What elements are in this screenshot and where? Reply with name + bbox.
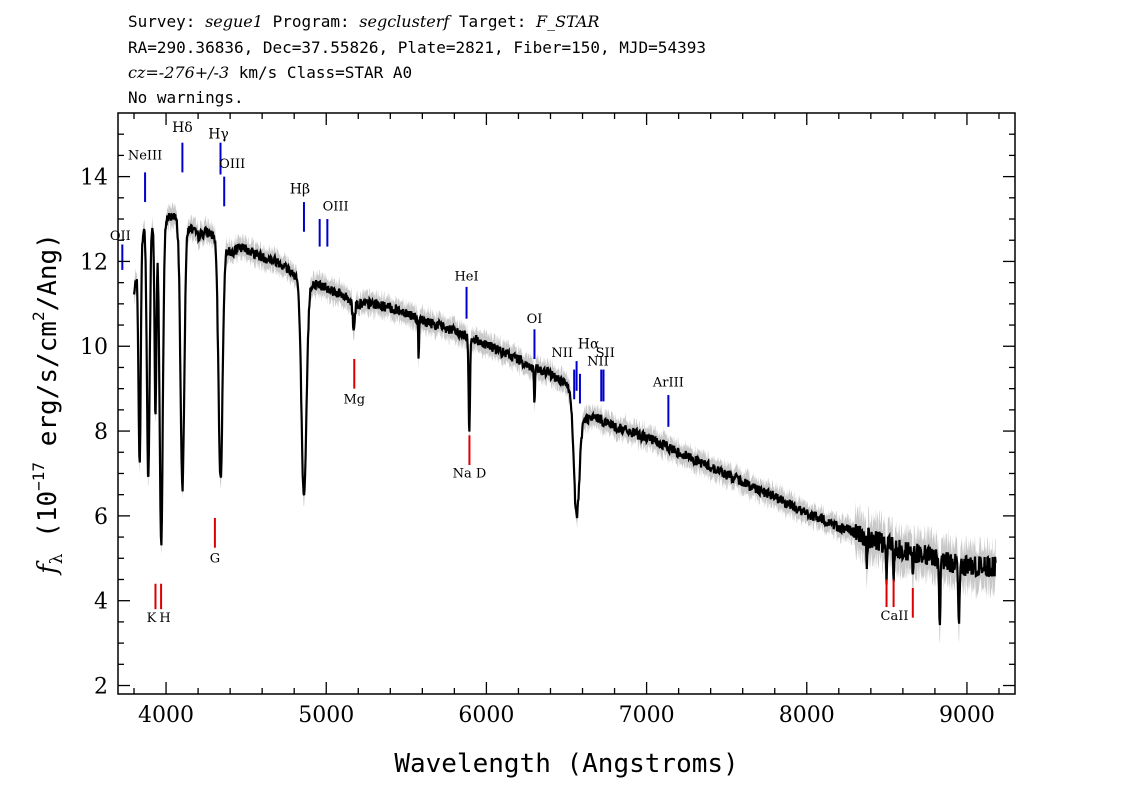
y-tick-label: 10 [80, 335, 108, 360]
plot-frame [117, 112, 1016, 695]
y-tick-label: 2 [94, 675, 108, 700]
spectrum-series [132, 202, 997, 644]
header-line-3: cz=-276+/-3 km/s Class=STAR A0 [128, 63, 412, 82]
absorption-line-label: CaII [881, 609, 909, 624]
emission-line-label: Hγ [208, 126, 229, 142]
absorption-line-label: Mg [343, 393, 365, 408]
y-axis-label: fλ (10−17 erg/s/cm2/Ang) [29, 233, 67, 576]
absorption-line-label: G [210, 552, 220, 567]
emission-line-label: Hβ [290, 182, 310, 198]
emission-line-label: NeIII [128, 149, 162, 164]
emission-line-label: OIII [323, 200, 349, 215]
target-value: F_STAR [536, 12, 600, 31]
survey-label: Survey: [128, 12, 196, 31]
program-value: segclusterf [359, 12, 450, 31]
absorption-line-label: H [159, 611, 170, 626]
y-tick-label: 12 [80, 250, 108, 275]
x-axis-label: Wavelength (Angstroms) [394, 749, 738, 779]
target-label: Target: [458, 12, 527, 31]
emission-line-label: OI [527, 312, 543, 327]
emission-line-label: NII [551, 346, 573, 361]
program-label: Program: [272, 12, 350, 31]
x-tick-label: 8000 [779, 703, 835, 728]
emission-line-label: OIII [219, 157, 245, 172]
class-value: km/s Class=STAR A0 [238, 63, 413, 82]
absorption-line-label: Na D [453, 467, 487, 482]
absorption-line-label: K [147, 611, 157, 626]
y-tick-label: 14 [80, 166, 108, 191]
redshift-value: cz=-276+/-3 [128, 63, 230, 82]
emission-line-label: NII [587, 354, 609, 369]
x-tick-label: 9000 [939, 703, 995, 728]
y-tick-label: 4 [94, 590, 108, 615]
x-tick-label: 7000 [619, 703, 675, 728]
header-line-2: RA=290.36836, Dec=37.55826, Plate=2821, … [128, 38, 706, 57]
survey-value: segue1 [205, 12, 263, 31]
header-line-4: No warnings. [128, 88, 244, 107]
axis-ticks: 4000 5000 6000 7000 8000 9000 2 4 6 8 10 12 14 [80, 113, 1015, 728]
x-tick-label: 5000 [298, 703, 354, 728]
error-band [134, 202, 996, 644]
header-line-1: Survey: segue1 Program: segclusterf Targ… [128, 12, 599, 31]
x-tick-label: 6000 [458, 703, 514, 728]
emission-line-label: ArIII [652, 376, 684, 391]
y-tick-label: 6 [94, 505, 108, 530]
emission-line-label: HeI [454, 270, 478, 285]
emission-line-label: OII [110, 229, 131, 244]
x-tick-label: 4000 [138, 703, 194, 728]
y-tick-label: 8 [94, 420, 108, 445]
flux-line [132, 212, 997, 626]
emission-line-label: SII [596, 346, 615, 361]
emission-line-label: Hα [578, 336, 600, 352]
emission-line-label: Hδ [172, 120, 193, 136]
